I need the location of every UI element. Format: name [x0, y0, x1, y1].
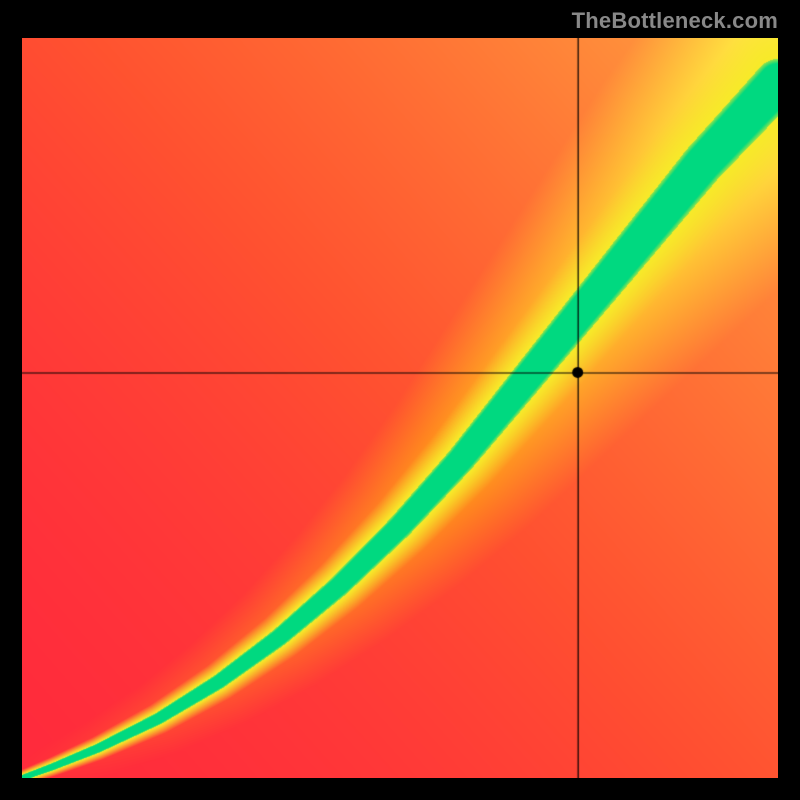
watermark-text: TheBottleneck.com — [572, 8, 778, 34]
heatmap-canvas — [22, 38, 778, 778]
heatmap-plot — [22, 38, 778, 778]
chart-container: TheBottleneck.com — [0, 0, 800, 800]
